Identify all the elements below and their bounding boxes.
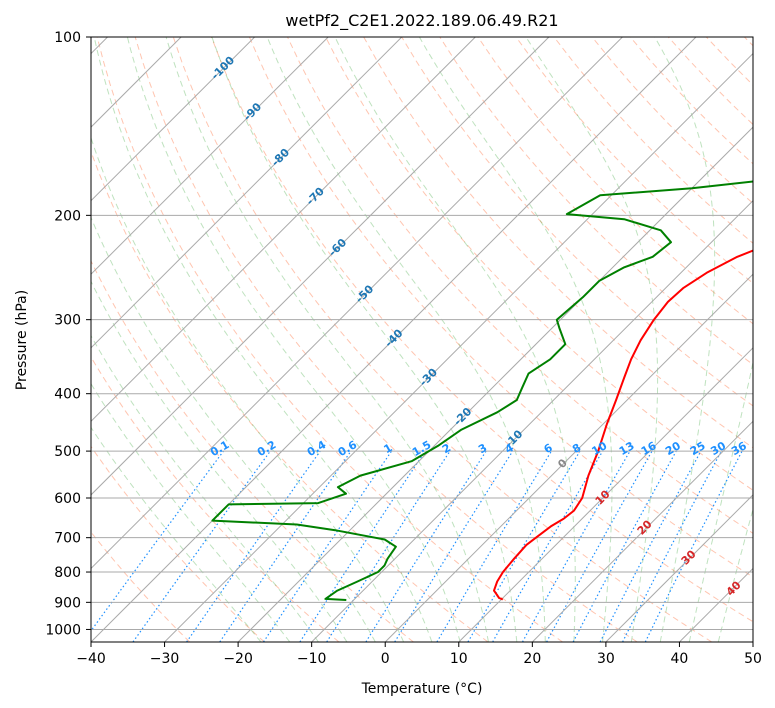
x-tick-label: 20 — [523, 651, 541, 667]
dry-adiabat — [210, 37, 753, 623]
x-tick-label: −10 — [297, 651, 327, 667]
moist-adiabat — [211, 37, 518, 642]
isotherm-line — [91, 37, 623, 570]
isotherm-line — [91, 37, 329, 275]
mixing-ratio-line — [521, 450, 631, 642]
isotherm-line — [91, 37, 550, 496]
mixing-ratio-line — [132, 450, 271, 642]
mixing-ratio-line — [394, 450, 514, 642]
y-tick-label: 400 — [54, 387, 81, 403]
moist-adiabat — [91, 216, 376, 642]
x-tick-label: −40 — [76, 651, 106, 667]
isotherm-line — [458, 347, 753, 642]
dry-adiabat — [248, 37, 753, 578]
moist-adiabat — [266, 37, 546, 642]
y-tick-label: 300 — [54, 313, 81, 329]
dry-adiabat — [134, 37, 638, 642]
moist-adiabat — [654, 37, 716, 642]
x-tick-label: 0 — [381, 651, 390, 667]
moist-adiabat — [418, 37, 613, 642]
moist-adiabat — [126, 37, 461, 642]
x-tick-label: 50 — [744, 651, 762, 667]
dry-adiabat — [91, 356, 340, 642]
x-axis: −40 −30 −20 −10 0 10 20 30 40 50 — [76, 642, 762, 667]
moist-adiabat — [93, 37, 433, 642]
y-tick-label: 900 — [54, 595, 81, 611]
plot-frame — [90, 36, 754, 643]
y-tick-label: 100 — [54, 30, 81, 46]
y-axis: 100 200 300 400 500 600 700 800 900 1000 — [45, 30, 91, 638]
mixing-ratio-line — [644, 450, 743, 642]
isotherm-line — [311, 199, 753, 642]
moist-adiabat — [525, 37, 659, 642]
mixing-ratio-line — [546, 450, 653, 642]
y-tick-label: 600 — [54, 491, 81, 507]
isotherm-line — [91, 37, 697, 642]
isotherm-line — [164, 52, 753, 642]
dry-adiabat — [325, 37, 753, 491]
moist-adiabat — [91, 382, 291, 642]
dry-adiabat — [287, 37, 753, 534]
dry-adiabat — [172, 37, 713, 642]
moist-adiabat — [91, 334, 319, 642]
moist-adiabat — [91, 280, 348, 642]
moist-adiabat — [165, 37, 489, 642]
dry-adiabat — [96, 37, 563, 642]
y-tick-label: 1000 — [45, 622, 81, 638]
dry-adiabat — [515, 37, 753, 284]
isotherm-line — [605, 494, 753, 642]
mixing-ratio-line — [299, 450, 426, 642]
isotherm-line — [91, 37, 256, 202]
y-tick-label: 500 — [54, 444, 81, 460]
background-lines — [91, 37, 753, 642]
mixing-ratio-line — [186, 450, 321, 642]
mixing-ratio-line — [572, 450, 677, 642]
moist-adiabat — [91, 426, 262, 642]
x-tick-label: 10 — [450, 651, 468, 667]
plot-background — [91, 37, 753, 642]
isotherm-line — [237, 126, 753, 642]
dry-adiabat — [91, 259, 414, 642]
grid-lines — [91, 37, 753, 642]
dewpoint-line — [211, 180, 753, 601]
x-tick-label: 30 — [597, 651, 615, 667]
profile-lines — [211, 180, 753, 601]
mixing-ratio-line — [262, 450, 392, 642]
moist-adiabat — [717, 507, 753, 642]
isotherm-line — [384, 273, 753, 642]
moist-adiabat — [91, 136, 405, 642]
dry-adiabat — [91, 445, 265, 642]
x-axis-label: Temperature (°C) — [361, 681, 483, 697]
y-tick-label: 800 — [54, 565, 81, 581]
moist-adiabat — [688, 360, 753, 642]
y-axis-label: Pressure (hPa) — [14, 290, 30, 390]
isotherm-line — [91, 37, 403, 349]
x-tick-label: −20 — [223, 651, 253, 667]
mixing-ratio-line — [326, 450, 451, 642]
y-tick-label: 200 — [54, 208, 81, 224]
temperature-line — [493, 249, 753, 601]
mixing-ratio-line — [219, 450, 352, 642]
mixing-ratio-line — [91, 450, 224, 632]
chart-title: wetPf2_C2E1.2022.189.06.49.R21 — [285, 11, 558, 31]
isotherm-line — [531, 420, 753, 642]
x-tick-label: −30 — [150, 651, 180, 667]
x-tick-label: 40 — [671, 651, 689, 667]
isotherm-line — [91, 37, 476, 423]
y-tick-label: 700 — [54, 531, 81, 547]
moist-adiabat — [334, 37, 576, 642]
